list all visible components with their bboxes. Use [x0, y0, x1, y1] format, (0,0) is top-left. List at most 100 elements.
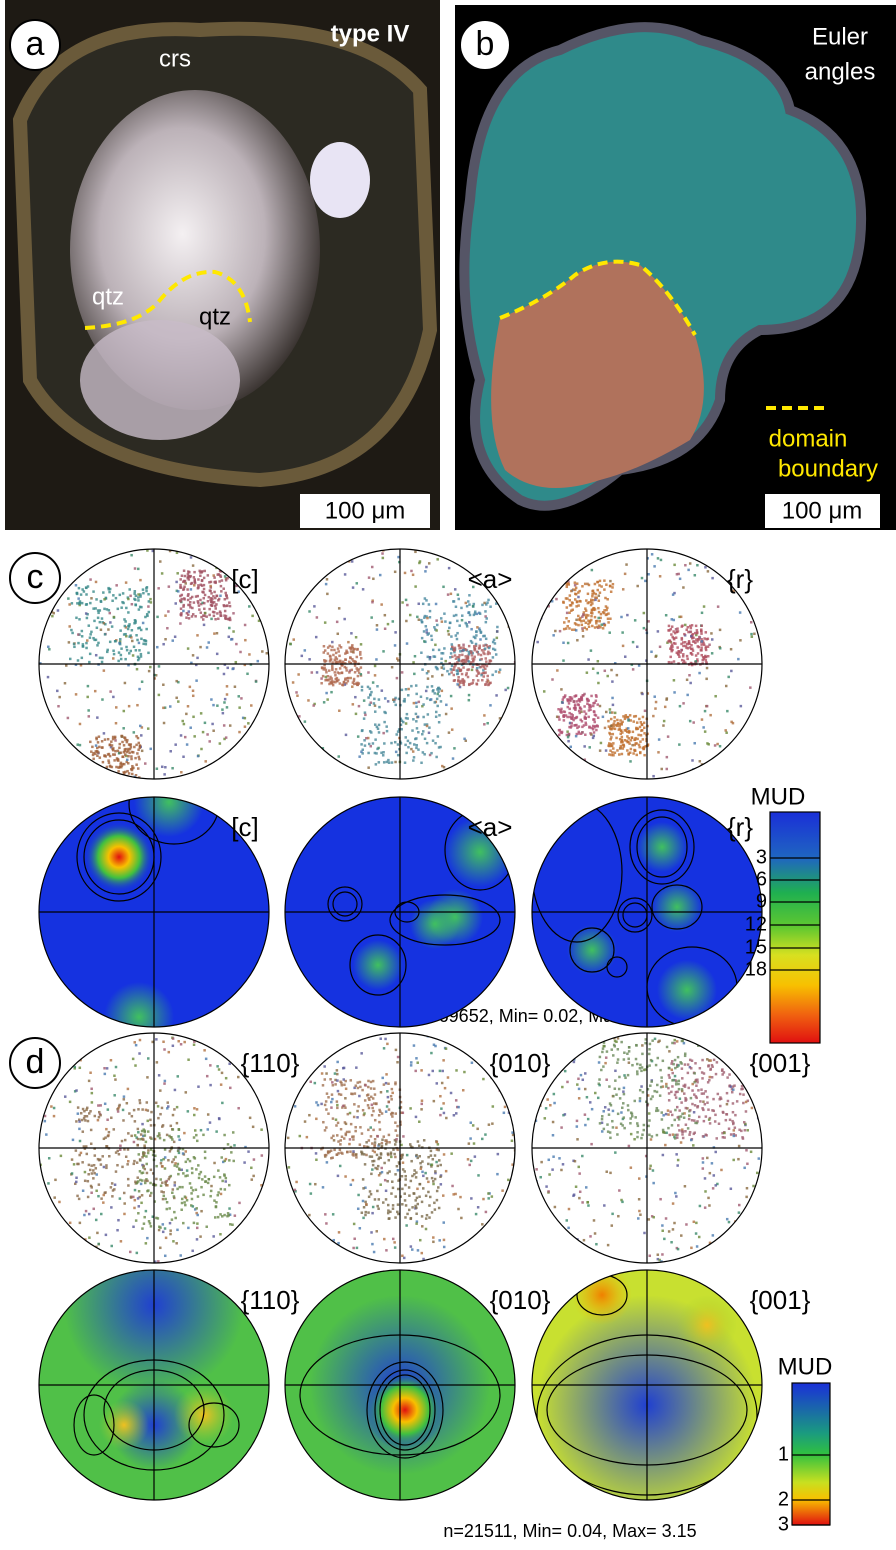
scatter-dot	[570, 722, 574, 725]
scatter-dot	[116, 758, 119, 762]
scatter-dot	[160, 1159, 163, 1162]
scatter-dot	[570, 724, 573, 728]
scatter-dot	[443, 612, 446, 615]
scatter-dot	[700, 718, 704, 721]
scatter-dot	[134, 598, 137, 602]
scatter-dot	[435, 1148, 439, 1151]
scatter-dot	[760, 1250, 762, 1254]
scatter-dot	[693, 573, 697, 577]
scatter-dot	[702, 642, 705, 645]
domain-boundary	[499, 259, 697, 336]
scatter-dot	[457, 597, 460, 601]
scatter-dot	[371, 1163, 375, 1167]
scatter-dot	[183, 579, 186, 583]
scatter-dot	[324, 1213, 327, 1216]
scatter-dot	[397, 1212, 400, 1216]
scatter-dot	[401, 1168, 405, 1171]
scatter-dot	[356, 1116, 359, 1119]
scatter-dot	[660, 767, 663, 771]
scatter-dot	[583, 1113, 587, 1116]
scatter-dot	[80, 763, 84, 766]
scatter-dot	[195, 1133, 198, 1137]
scatter-dot	[350, 645, 354, 649]
scatter-dot	[426, 655, 430, 659]
scatter-dot	[358, 1227, 362, 1230]
scatter-dot	[686, 647, 690, 650]
scatter-dot	[423, 723, 427, 726]
scatter-dot	[96, 616, 100, 620]
scatter-dot	[380, 751, 383, 755]
scatter-dot	[144, 1108, 148, 1112]
scatter-dot	[130, 636, 133, 639]
scatter-dot	[558, 733, 561, 737]
scatter-dot	[182, 755, 185, 759]
scatter-dot	[169, 1232, 172, 1236]
scatter-dot	[588, 619, 592, 623]
scatter-dot	[669, 647, 672, 650]
scatter-dot	[546, 589, 549, 592]
scatter-dot	[562, 719, 566, 722]
panel-label-circle	[459, 19, 511, 71]
scatter-dot	[351, 1153, 354, 1156]
scatter-dot	[603, 1106, 607, 1109]
scatter-dot	[609, 590, 613, 593]
scatter-dot	[667, 1073, 671, 1077]
scatter-dot	[694, 1078, 698, 1082]
scatter-dot	[567, 1226, 570, 1230]
scatter-dot	[403, 1192, 406, 1195]
scatter-dot	[121, 755, 124, 759]
scatter-dot	[330, 1100, 333, 1104]
scatter-dot	[446, 593, 450, 596]
scatter-dot	[220, 590, 223, 593]
scatter-dot	[352, 1151, 355, 1155]
scatter-dot	[105, 1067, 109, 1070]
scatter-dot	[104, 1233, 108, 1237]
scatter-dot	[217, 597, 221, 601]
scatter-dot	[356, 669, 359, 672]
scatter-dot	[92, 1207, 95, 1211]
scatter-dot	[612, 1094, 615, 1098]
scatter-dot	[629, 1132, 633, 1136]
scatter-dot	[106, 1134, 110, 1138]
scatter-dot	[346, 679, 350, 683]
scatter-dot	[103, 1066, 106, 1070]
scatter-dot	[83, 1147, 87, 1150]
scatter-dot	[412, 701, 416, 705]
scatter-dot	[681, 641, 685, 644]
scatter-dot	[457, 683, 461, 687]
scatter-dot	[133, 592, 136, 595]
scatter-dot	[689, 661, 693, 665]
scatter-dot	[126, 769, 129, 773]
scatter-dot	[684, 1096, 687, 1100]
scatter-dot	[124, 581, 128, 584]
scatter-dot	[385, 725, 388, 728]
scatter-dot	[672, 1062, 675, 1066]
scatter-dot	[167, 1050, 171, 1054]
scatter-dot	[233, 1214, 237, 1217]
scatter-dot	[181, 1152, 185, 1155]
scatter-dot	[371, 1242, 374, 1246]
scatter-dot	[346, 1033, 350, 1036]
panel-label: a	[26, 25, 45, 63]
scatter-dot	[288, 724, 292, 727]
scatter-dot	[568, 753, 571, 757]
scatter-dot	[216, 704, 219, 707]
scatter-dot	[228, 758, 232, 762]
scatter-dot	[536, 608, 539, 612]
scatter-dot	[657, 751, 660, 754]
scatter-dot	[183, 585, 186, 589]
scatter-dot	[202, 576, 206, 580]
scatter-dot	[353, 1103, 356, 1106]
scatter-dot	[390, 1111, 394, 1115]
scatter-dot	[92, 757, 95, 761]
scatter-dot	[563, 694, 567, 697]
scatter-dot	[434, 643, 437, 647]
scatter-dot	[396, 1055, 400, 1059]
scatter-dot	[484, 620, 488, 624]
scatter-dot	[116, 607, 120, 611]
scatter-dot	[217, 1250, 220, 1254]
scatter-dot	[217, 1068, 221, 1071]
scatter-dot	[142, 591, 145, 595]
mineral-label: qtz	[199, 303, 231, 330]
scatter-dot	[126, 762, 130, 765]
